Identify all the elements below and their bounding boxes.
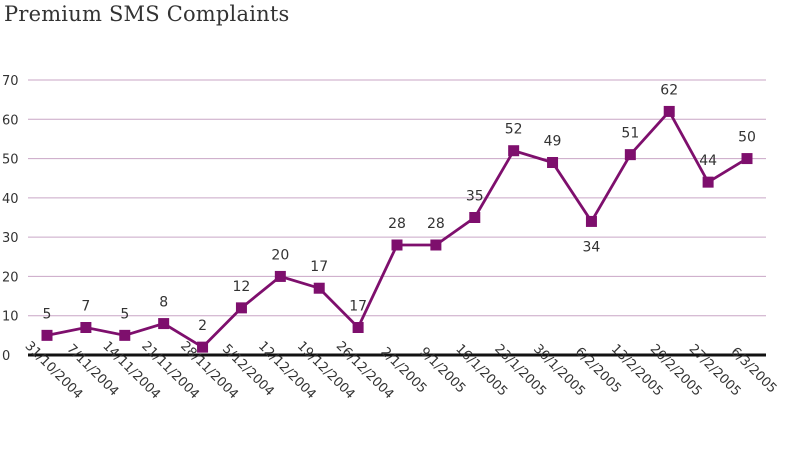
data-point-marker (197, 341, 209, 353)
y-tick-label: 10 (2, 310, 19, 325)
data-markers (41, 105, 753, 353)
data-label: 8 (159, 295, 168, 311)
data-label: 34 (583, 239, 601, 255)
data-label: 28 (388, 216, 406, 232)
data-point-marker (80, 322, 92, 333)
y-tick-label: 50 (2, 153, 19, 168)
data-point-marker (547, 157, 559, 168)
y-tick-label: 40 (2, 192, 19, 207)
data-label: 20 (271, 247, 289, 263)
data-label: 35 (466, 189, 484, 205)
data-label: 12 (233, 279, 251, 295)
data-point-marker (313, 282, 325, 294)
data-point-marker (158, 318, 170, 330)
data-point-marker (41, 329, 53, 341)
data-labels: 5 7 5 8 2 12 20 17 17 28 28 35 52 49 34 51 62 44 50 (43, 82, 756, 334)
chart-title: Premium SMS Complaints (4, 2, 290, 26)
data-label: 52 (505, 122, 523, 138)
data-point-marker (702, 176, 714, 188)
grid-lines (28, 79, 766, 317)
data-label: 2 (198, 318, 207, 334)
y-tick-label: 0 (2, 349, 10, 364)
y-tick-label: 60 (2, 113, 19, 128)
data-label: 28 (427, 216, 445, 232)
data-label: 62 (660, 82, 678, 98)
data-label: 44 (699, 153, 717, 169)
x-axis-ticks: 31/10/20047/11/200414/11/200421/11/20042… (22, 339, 780, 403)
data-point-marker (235, 302, 247, 314)
y-tick-label: 30 (2, 231, 19, 246)
data-label: 5 (120, 306, 129, 322)
data-label: 51 (621, 126, 639, 142)
data-point-marker (391, 239, 403, 251)
y-tick-label: 20 (2, 270, 19, 285)
data-point-marker (352, 322, 364, 333)
data-point-marker (274, 270, 286, 282)
y-tick-label: 70 (2, 74, 19, 89)
data-point-marker (741, 153, 753, 165)
data-point-marker (119, 329, 131, 341)
data-label: 49 (544, 134, 562, 150)
data-label: 7 (81, 299, 90, 315)
data-point-marker (585, 215, 597, 227)
y-axis-ticks: 0 10 20 30 40 50 60 70 (2, 74, 19, 364)
data-point-marker (663, 105, 675, 117)
data-point-marker (430, 239, 442, 251)
data-point-marker (624, 149, 636, 161)
data-label: 17 (349, 299, 367, 315)
data-label: 17 (310, 259, 328, 275)
data-label: 50 (738, 130, 756, 146)
data-point-marker (508, 145, 520, 157)
data-label: 5 (43, 306, 52, 322)
data-point-marker (469, 212, 481, 223)
